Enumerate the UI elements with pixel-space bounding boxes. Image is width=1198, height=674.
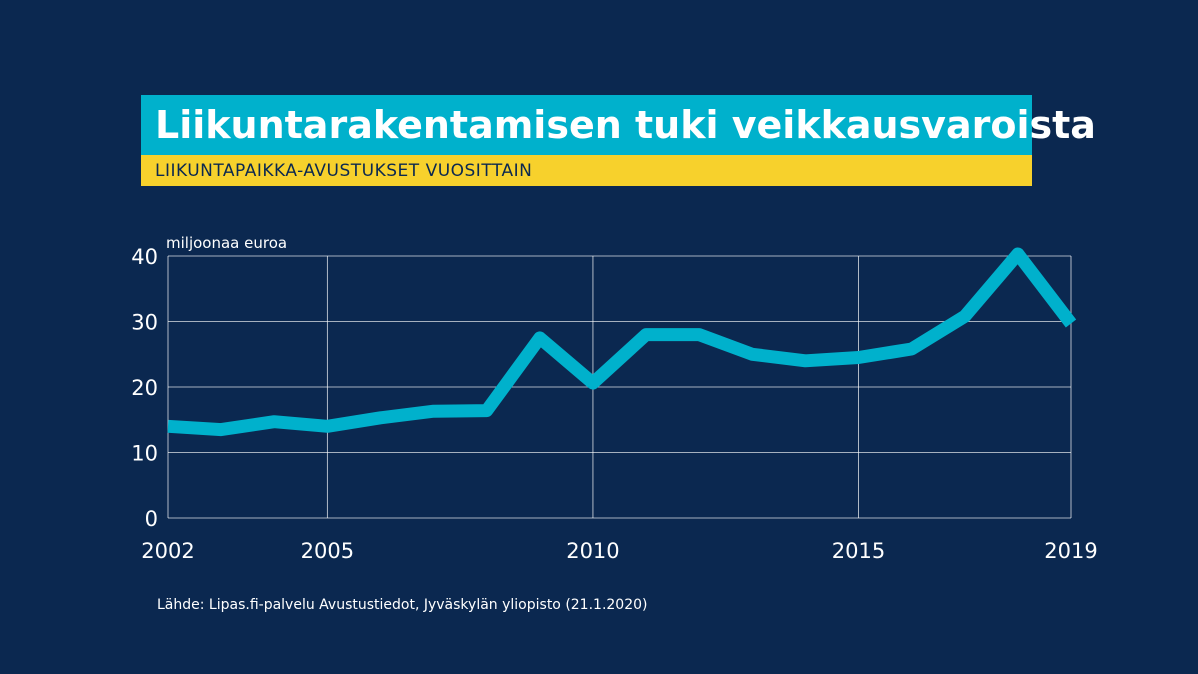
- title-banner: Liikuntarakentamisen tuki veikkausvarois…: [141, 95, 1096, 155]
- x-tick-label: 2005: [301, 539, 354, 563]
- subtitle-banner: LIIKUNTAPAIKKA-AVUSTUKSET VUOSITTAIN: [141, 155, 1032, 186]
- y-tick-label: 10: [131, 442, 158, 466]
- data-line: [167, 247, 1077, 437]
- y-tick-label: 0: [145, 507, 158, 531]
- y-axis-label: miljoonaa euroa: [166, 234, 287, 252]
- y-tick-label: 20: [131, 376, 158, 400]
- x-tick-label: 2015: [832, 539, 885, 563]
- x-tick-label: 2019: [1044, 539, 1097, 563]
- x-tick-label: 2010: [566, 539, 619, 563]
- chart-title: Liikuntarakentamisen tuki veikkausvarois…: [155, 103, 1096, 147]
- x-tick-label: 2002: [141, 539, 194, 563]
- source-note: Lähde: Lipas.fi-palvelu Avustustiedot, J…: [157, 597, 648, 613]
- y-tick-label: 30: [131, 311, 158, 335]
- chart-subtitle: LIIKUNTAPAIKKA-AVUSTUKSET VUOSITTAIN: [155, 160, 533, 181]
- y-tick-label: 40: [131, 245, 158, 269]
